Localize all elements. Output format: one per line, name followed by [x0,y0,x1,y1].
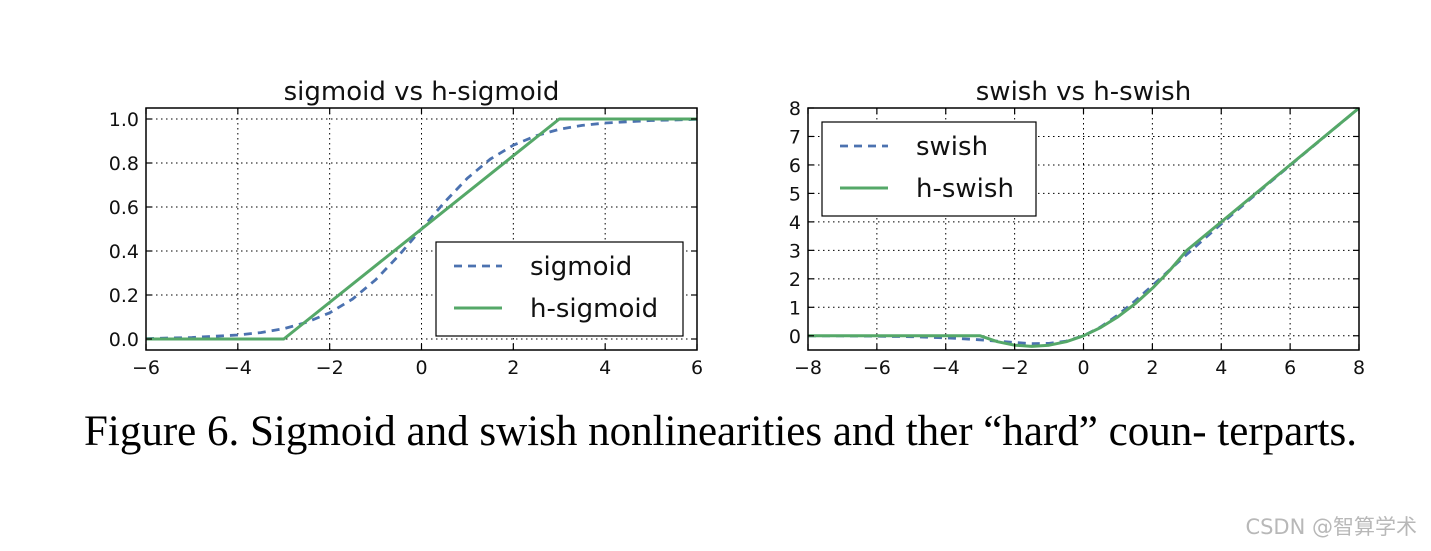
x-tick-label: −2 [316,357,344,379]
y-tick-label: 3 [789,240,801,262]
y-tick-label: 7 [789,126,801,148]
legend-label-h-sigmoid: h-sigmoid [530,294,658,324]
x-tick-label: 6 [1284,357,1296,379]
y-tick-label: 4 [789,212,801,234]
legend: swish h-swish [821,121,1037,217]
legend-label-h-swish: h-swish [916,174,1014,204]
y-tick-label: 0.6 [109,197,139,219]
x-tick-label: −6 [863,357,891,379]
x-tick-label: −4 [932,357,960,379]
y-tick-label: 5 [789,183,801,205]
figure-caption: Figure 6. Sigmoid and swish nonlineariti… [84,408,1357,455]
x-tick-label: −8 [794,357,822,379]
y-tick-label: 1 [789,297,801,319]
x-tick-label: 8 [1353,357,1365,379]
x-tick-label: 2 [507,357,519,379]
y-tick-label: 0.8 [109,153,139,175]
chart-title: sigmoid vs h-sigmoid [284,77,560,107]
x-tick-label: −4 [224,357,252,379]
series-line-h-sigmoid [146,117,697,341]
x-tick-label: 4 [599,357,611,379]
y-tick-label: 1.0 [109,109,139,131]
y-tick-label: 0.2 [109,285,139,307]
y-tick-label: 2 [789,269,801,291]
x-tick-label: 6 [691,357,703,379]
chart-2: swish vs h-swish −8 −6 −4 −2 0 2 4 6 8 0 1 2 3 4 5 6 7 8 sw… [789,77,1365,379]
watermark: CSDN @智算学术 [1245,515,1417,539]
legend-label-swish: swish [916,132,988,162]
chart-1: sigmoid vs h-sigmoid −6 −4 −2 0 2 4 6 0.0 0.2 0.4 0… [109,77,703,379]
legend-box [435,241,684,337]
y-tick-label: 6 [789,155,801,177]
x-tick-label: 0 [1077,357,1089,379]
x-tick-label: 2 [1146,357,1158,379]
series-line-h-swish [808,108,1359,348]
x-tick-label: 0 [415,357,427,379]
legend-label-sigmoid: sigmoid [530,252,632,282]
figure: sigmoid vs h-sigmoid −6 −4 −2 0 2 4 6 0.0 0.2 0.4 0… [109,77,1365,379]
y-tick-label: 8 [789,98,801,120]
x-tick-label: −6 [132,357,160,379]
y-tick-label: 0.4 [109,241,139,263]
x-tick-label: 4 [1215,357,1227,379]
y-tick-label: 0.0 [109,329,139,351]
chart-title: swish vs h-swish [976,77,1191,107]
y-tick-label: 0 [789,326,801,348]
legend-box [821,121,1037,217]
legend: sigmoid h-sigmoid [435,241,684,337]
x-tick-label: −2 [1001,357,1029,379]
